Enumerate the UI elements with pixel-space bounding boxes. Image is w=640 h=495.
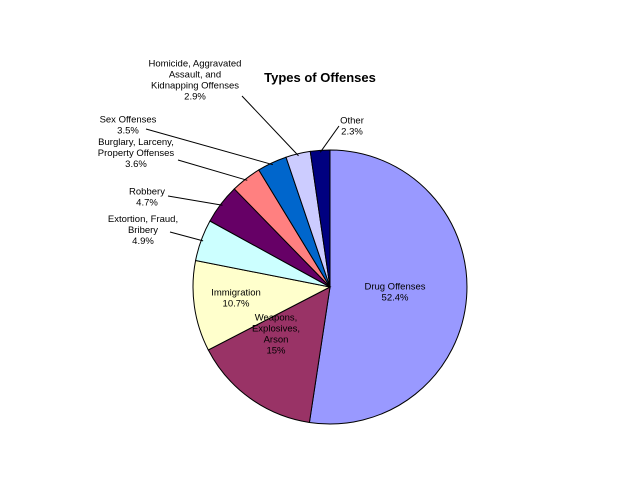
pie-slice-8 <box>309 149 331 288</box>
slice-label-6: Sex Offenses 3.5% <box>100 115 157 137</box>
slice-label-1-line-2: Arson <box>264 335 289 346</box>
slice-label-2: Immigration 10.7% <box>211 288 261 310</box>
slice-label-4-line-1: 4.7% <box>136 198 158 209</box>
slice-label-3-line-1: Bribery <box>128 225 158 236</box>
slice-label-8-line-1: 2.3% <box>341 127 363 138</box>
slice-label-1-line-3: 15% <box>266 346 286 357</box>
slice-label-1-line-1: Explosives, <box>252 324 300 335</box>
slice-label-7: Homicide, Aggravated Assault, and Kidnappi… <box>149 59 242 103</box>
slice-label-3-line-2: 4.9% <box>132 236 154 247</box>
slice-labels: Drug Offenses 52.4% Weapons, Explosives, Ars… <box>98 59 426 357</box>
slice-label-8: Other 2.3% <box>340 116 364 138</box>
leader-line-3 <box>169 231 204 242</box>
leader-line-7 <box>241 95 299 157</box>
pie-slice-1 <box>207 286 331 424</box>
pie-slice-0 <box>308 149 468 425</box>
slice-label-2-line-1: 10.7% <box>223 299 250 310</box>
leader-line-4 <box>167 195 223 206</box>
pie-slice-2 <box>192 259 332 351</box>
slice-label-2-line-0: Immigration <box>211 288 261 299</box>
leader-line-6 <box>145 128 274 166</box>
pie-slices <box>192 149 468 425</box>
slice-label-0-line-0: Drug Offenses <box>364 282 425 293</box>
slice-label-5-line-1: Property Offenses <box>98 148 175 159</box>
leader-line-8 <box>319 125 340 153</box>
slice-label-7-line-0: Homicide, Aggravated <box>149 59 242 70</box>
chart-title: Types of Offenses <box>264 70 376 85</box>
slice-label-0-line-1: 52.4% <box>382 293 409 304</box>
slice-label-6-line-1: 3.5% <box>117 126 139 137</box>
leader-line-5 <box>177 159 248 181</box>
leader-lines <box>145 95 340 242</box>
slice-label-4: Robbery 4.7% <box>129 187 165 209</box>
slice-label-0: Drug Offenses 52.4% <box>364 282 425 304</box>
slice-label-1-line-0: Weapons, <box>255 313 298 324</box>
slice-label-7-line-2: Kidnapping Offenses <box>151 81 239 92</box>
slice-label-3: Extortion, Fraud, Bribery 4.9% <box>108 214 178 247</box>
slice-label-8-line-0: Other <box>340 116 364 127</box>
slice-label-5: Burglary, Larceny, Property Offenses 3.6% <box>98 137 175 170</box>
slice-label-5-line-2: 3.6% <box>125 159 147 170</box>
slice-label-6-line-0: Sex Offenses <box>100 115 157 126</box>
slice-label-1: Weapons, Explosives, Arson 15% <box>252 313 300 357</box>
slice-label-7-line-1: Assault, and <box>169 70 221 81</box>
slice-label-3-line-0: Extortion, Fraud, <box>108 214 178 225</box>
slice-label-7-line-3: 2.9% <box>184 92 206 103</box>
slice-label-5-line-0: Burglary, Larceny, <box>98 137 174 148</box>
slice-label-4-line-0: Robbery <box>129 187 165 198</box>
